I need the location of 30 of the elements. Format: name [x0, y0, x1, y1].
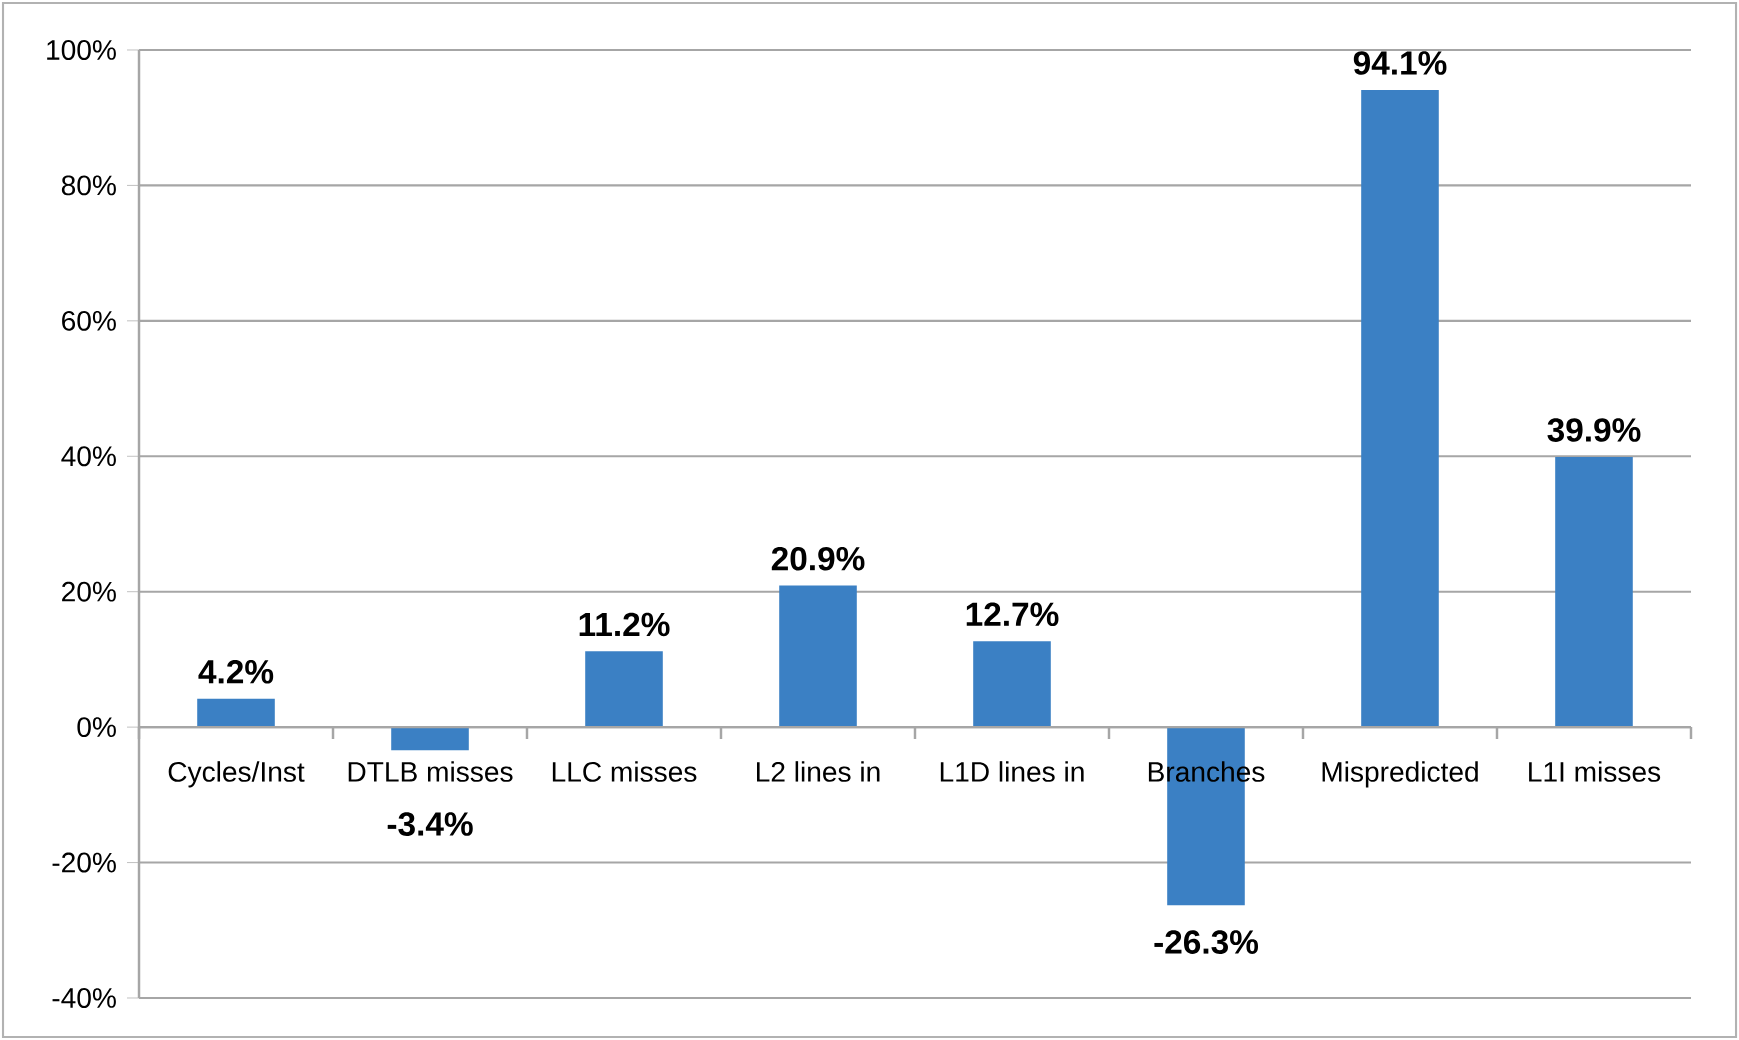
bar [197, 698, 275, 728]
data-label: -3.4% [387, 812, 473, 836]
data-label: -26.3% [1154, 930, 1259, 954]
data-label: 4.2% [198, 660, 274, 684]
data-label: 20.9% [771, 546, 865, 571]
x-tick-label: Cycles/Inst [168, 761, 305, 788]
y-tick-label: 40% [61, 446, 116, 467]
bar [1555, 456, 1633, 728]
y-tick-label: 60% [62, 310, 116, 331]
y-tick-label: 80% [61, 175, 116, 196]
y-tick-label: 0% [77, 717, 116, 738]
x-tick-label: L1D lines in [940, 761, 1084, 782]
data-label: 94.1% [1353, 51, 1447, 75]
y-tick-label: -20% [52, 852, 116, 873]
data-label: 11.2% [579, 612, 670, 637]
y-tick-label: -40% [52, 988, 116, 1008]
x-tick-label: LLC misses [552, 761, 697, 782]
x-tick-label: L2 lines in [757, 761, 880, 782]
y-tick-label: 20% [62, 581, 116, 602]
bar [1361, 89, 1439, 728]
x-tick-label: L1I misses [1529, 761, 1661, 782]
data-label: 12.7% [966, 602, 1059, 627]
bar [779, 585, 857, 728]
x-tick-label: Mispredicted [1322, 761, 1478, 788]
x-tick-label: DTLB misses [348, 761, 513, 782]
y-tick-label: 100% [47, 40, 116, 60]
bar [391, 727, 469, 751]
data-label: 39.9% [1547, 418, 1641, 442]
bar [973, 641, 1051, 728]
bar [585, 651, 663, 728]
